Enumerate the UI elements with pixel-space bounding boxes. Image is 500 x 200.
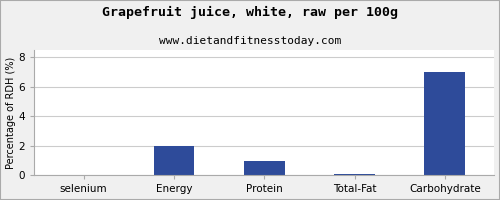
Text: www.dietandfitnesstoday.com: www.dietandfitnesstoday.com: [159, 36, 341, 46]
Bar: [424, 72, 465, 175]
Y-axis label: Percentage of RDH (%): Percentage of RDH (%): [6, 56, 16, 169]
Bar: [244, 161, 284, 175]
Bar: [334, 174, 375, 175]
Text: Grapefruit juice, white, raw per 100g: Grapefruit juice, white, raw per 100g: [102, 6, 398, 19]
Bar: [154, 146, 194, 175]
